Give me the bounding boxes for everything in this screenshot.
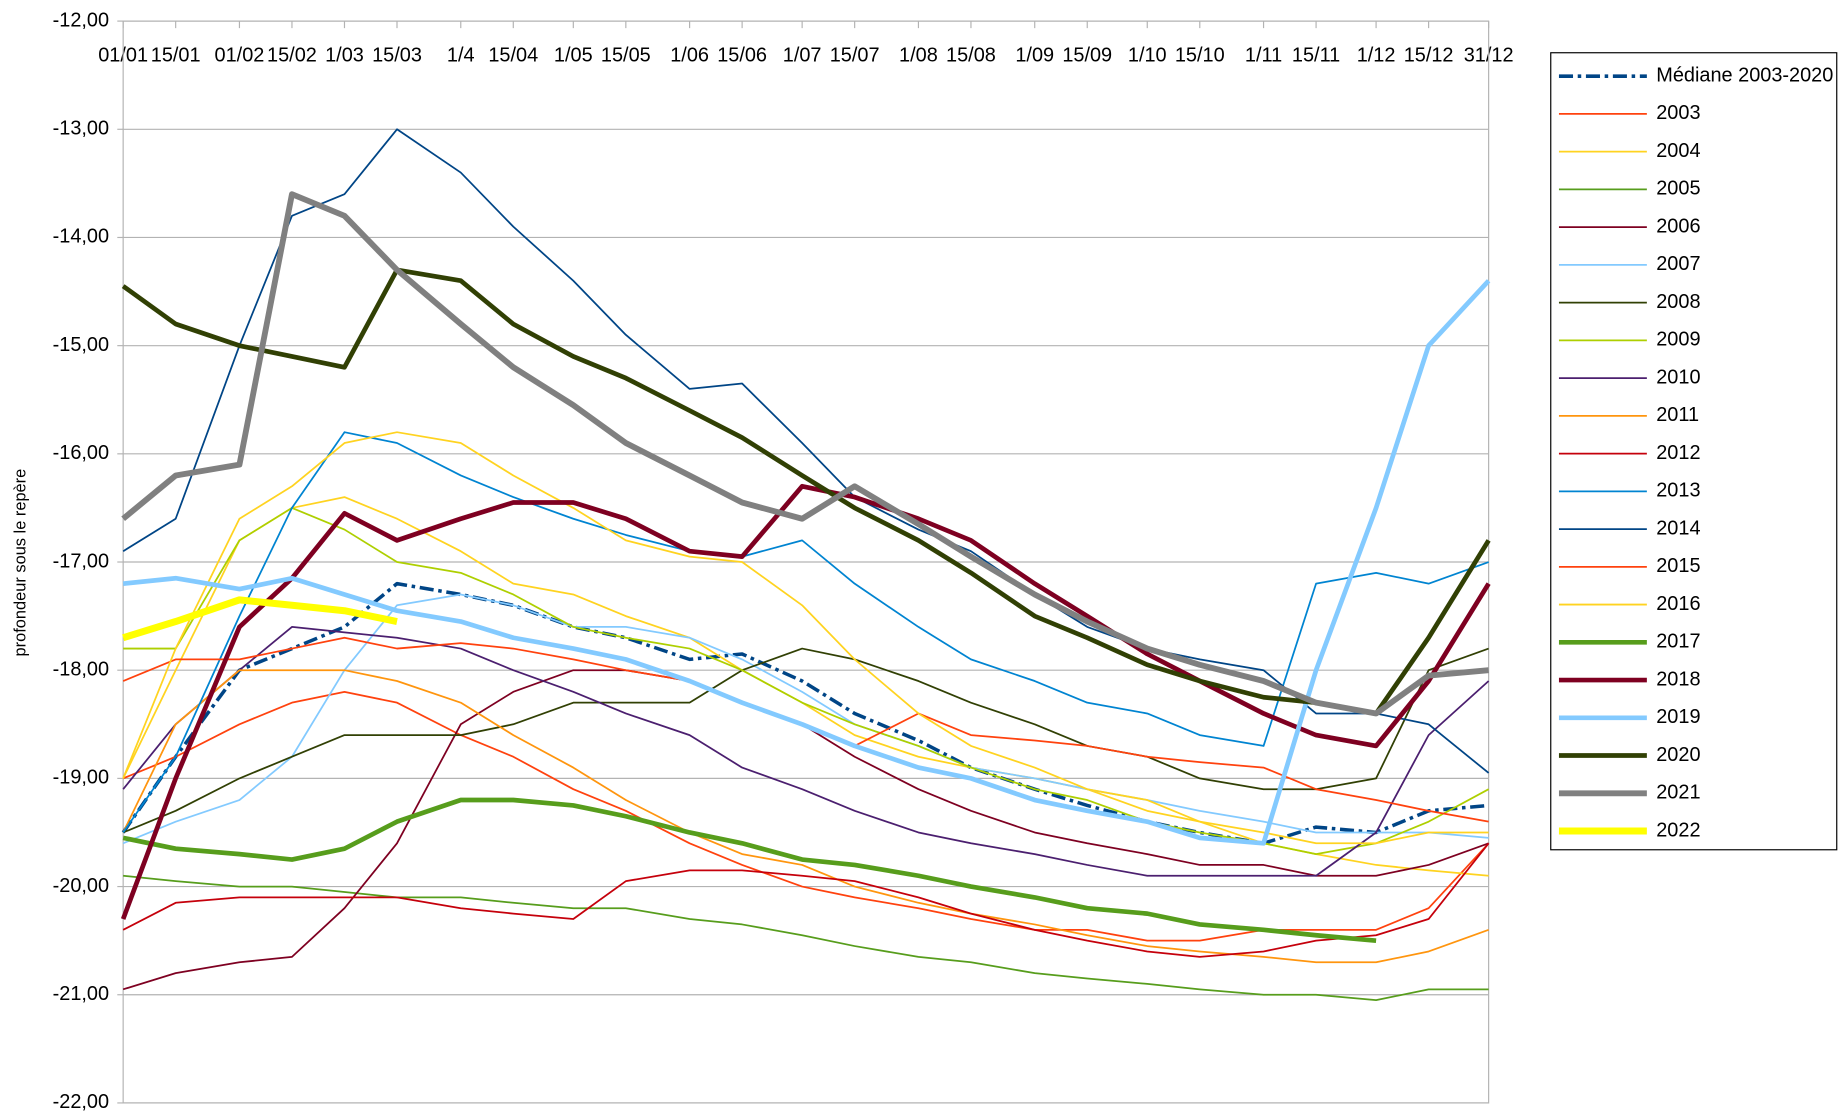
x-tick-label: 1/07 (783, 45, 822, 67)
data-line (122, 279, 1491, 846)
data-line (122, 596, 398, 642)
legend-label: Médiane 2003-2020 (1656, 64, 1833, 86)
legend-label: 2018 (1656, 668, 1700, 690)
legend-label: 2019 (1656, 706, 1700, 728)
y-tick-label: -19,00 (53, 767, 109, 789)
legend-label: 2009 (1656, 329, 1700, 351)
x-tick-label: 15/08 (946, 45, 996, 67)
legend-label: 2010 (1656, 366, 1700, 388)
x-tick-label: 15/07 (830, 45, 880, 67)
x-tick-label: 15/06 (717, 45, 767, 67)
x-tick-label: 15/05 (601, 45, 651, 67)
x-tick-label: 1/12 (1357, 45, 1396, 67)
data-line (122, 626, 1490, 877)
data-line (122, 647, 1489, 834)
plot-frame (122, 20, 1490, 1104)
y-tick-label: -18,00 (53, 658, 109, 680)
legend-label: 2008 (1656, 291, 1700, 313)
x-tick-label: 1/08 (899, 45, 938, 67)
x-tick-label: 1/06 (670, 45, 709, 67)
x-tick-label: 1/09 (1015, 45, 1054, 67)
x-tick-label: 1/4 (447, 45, 475, 67)
y-tick-label: -20,00 (53, 875, 109, 897)
x-tick-label: 15/12 (1404, 45, 1454, 67)
y-tick-label: -21,00 (53, 983, 109, 1005)
x-tick-label: 1/05 (554, 45, 593, 67)
data-line (122, 669, 1489, 964)
x-tick-label: 1/11 (1245, 45, 1282, 67)
data-line (122, 431, 1489, 833)
legend-label: 2016 (1656, 593, 1700, 615)
legend-label: 2013 (1656, 480, 1700, 502)
legend-label: 2003 (1656, 102, 1700, 124)
legend-label: 2004 (1656, 140, 1700, 162)
legend-label: 2020 (1656, 744, 1700, 766)
x-tick-label: 15/11 (1292, 45, 1340, 67)
y-tick-label: -15,00 (53, 334, 109, 356)
x-tick-label: 01/02 (215, 45, 265, 67)
legend-label: 2022 (1656, 819, 1700, 841)
x-tick-label: 15/10 (1175, 45, 1225, 67)
legend-label: 2015 (1656, 555, 1700, 577)
y-tick-label: -16,00 (53, 442, 109, 464)
legend-label: 2006 (1656, 215, 1700, 237)
data-line (122, 128, 1490, 774)
legend-label: 2007 (1656, 253, 1700, 275)
legend-label: 2021 (1656, 782, 1700, 804)
x-tick-label: 1/10 (1128, 45, 1167, 67)
legend-label: 2017 (1656, 631, 1700, 653)
data-line (122, 842, 1490, 958)
data-line (120, 483, 1491, 920)
x-tick-label: 15/02 (267, 45, 317, 67)
x-tick-label: 15/09 (1062, 45, 1112, 67)
y-axis-title: profondeur sous le repère (12, 469, 30, 657)
data-line (121, 267, 1491, 716)
x-tick-label: 15/01 (151, 45, 201, 67)
y-tick-label: -12,00 (53, 9, 109, 31)
data-line (122, 431, 1489, 845)
x-tick-label: 1/03 (325, 45, 364, 67)
y-tick-label: -17,00 (53, 550, 109, 572)
legend-label: 2005 (1656, 178, 1700, 200)
legend-label: 2012 (1656, 442, 1700, 464)
y-tick-label: -22,00 (53, 1091, 109, 1113)
data-line (123, 874, 1489, 1002)
y-tick-label: -14,00 (53, 226, 109, 248)
x-tick-label: 15/03 (372, 45, 422, 67)
y-tick-label: -13,00 (53, 118, 109, 140)
data-line (122, 690, 1490, 942)
legend-label: 2014 (1656, 517, 1700, 539)
x-tick-label: 15/04 (488, 45, 538, 67)
legend-label: 2011 (1656, 404, 1699, 426)
data-line (121, 191, 1489, 717)
